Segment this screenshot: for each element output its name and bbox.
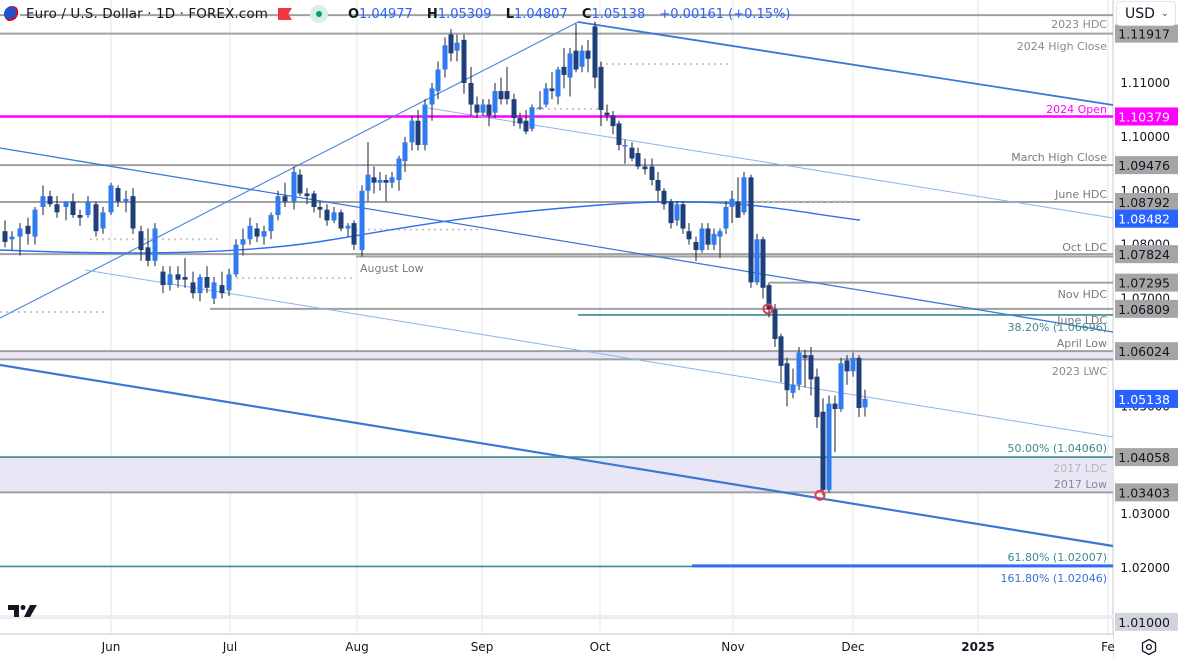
svg-text:Oct: Oct [590, 640, 611, 654]
eu-us-flag-icon [4, 6, 20, 22]
svg-text:1.10000: 1.10000 [1120, 130, 1170, 144]
svg-text:2017 LDC: 2017 LDC [1053, 462, 1107, 475]
candlesticks [2, 21, 868, 496]
svg-text:1.02000: 1.02000 [1120, 561, 1170, 575]
horizontal-levels [0, 14, 1113, 568]
chevron-down-icon: ⌄ [1160, 8, 1169, 19]
svg-text:Dec: Dec [841, 640, 864, 654]
svg-text:1.06809: 1.06809 [1118, 302, 1170, 317]
svg-text:2025: 2025 [961, 640, 994, 654]
svg-text:Jun: Jun [101, 640, 121, 654]
svg-text:1.10379: 1.10379 [1118, 109, 1170, 124]
support-zones [0, 351, 1113, 493]
svg-text:August Low: August Low [360, 262, 424, 275]
svg-text:2024 Open: 2024 Open [1046, 103, 1107, 116]
svg-text:Jul: Jul [222, 640, 237, 654]
svg-text:Nov HDC: Nov HDC [1058, 288, 1108, 301]
currency-select[interactable]: USD ⌄ [1116, 1, 1176, 26]
symbol-legend: Euro / U.S. Dollar · 1D · FOREX.com O1.0… [4, 4, 796, 24]
settings-gear-icon[interactable] [1140, 638, 1158, 656]
low-value: 1.04807 [514, 6, 568, 22]
svg-text:1.07824: 1.07824 [1118, 247, 1170, 262]
svg-text:June LDC: June LDC [1056, 314, 1107, 327]
svg-text:61.80% (1.02007): 61.80% (1.02007) [1007, 551, 1107, 564]
svg-text:1.04058: 1.04058 [1118, 450, 1170, 465]
svg-text:1.08482: 1.08482 [1118, 212, 1170, 227]
svg-text:2023 LWC: 2023 LWC [1052, 365, 1107, 378]
red-flag-icon[interactable] [277, 8, 292, 20]
price-axis[interactable]: 1.110001.100001.090001.080001.070001.060… [1114, 0, 1178, 658]
svg-text:1.03403: 1.03403 [1118, 485, 1170, 500]
svg-text:1.03000: 1.03000 [1120, 507, 1170, 521]
svg-text:38.20% (1.06696): 38.20% (1.06696) [1007, 321, 1107, 334]
svg-text:50.00% (1.04060): 50.00% (1.04060) [1007, 442, 1107, 455]
level-text-labels: 2023 HDC 2024 High Close 2024 Open March Hi… [360, 18, 1107, 585]
svg-text:1.11917: 1.11917 [1118, 27, 1170, 42]
svg-text:Fe: Fe [1101, 640, 1115, 654]
svg-text:2024 High Close: 2024 High Close [1017, 40, 1107, 53]
svg-text:161.80% (1.02046): 161.80% (1.02046) [1000, 572, 1107, 585]
high-value: 1.05309 [437, 6, 492, 22]
symbol-title[interactable]: Euro / U.S. Dollar · 1D · FOREX.com [26, 6, 268, 22]
svg-text:1.08792: 1.08792 [1118, 195, 1170, 210]
change-value: +0.00161 (+0.15%) [659, 6, 791, 22]
svg-text:April Low: April Low [1057, 337, 1107, 350]
ohlc-values: O1.04977 H1.05309 L1.04807 C1.05138 +0.0… [347, 6, 791, 22]
time-axis[interactable]: Jun Jul Aug Sep Oct Nov Dec 2025 Fe [0, 635, 1115, 659]
svg-text:2023 HDC: 2023 HDC [1051, 18, 1107, 31]
tradingview-logo-icon[interactable] [8, 602, 40, 620]
svg-text:1.01000: 1.01000 [1118, 615, 1170, 630]
svg-text:1.11000: 1.11000 [1120, 76, 1170, 90]
svg-text:June HDC: June HDC [1054, 188, 1107, 201]
close-value: 1.05138 [591, 6, 646, 22]
svg-text:Aug: Aug [345, 640, 368, 654]
svg-text:March High Close: March High Close [1011, 151, 1107, 164]
svg-text:1.05138: 1.05138 [1118, 392, 1170, 407]
svg-text:1.09476: 1.09476 [1118, 158, 1170, 173]
open-value: 1.04977 [359, 6, 413, 22]
currency-label: USD [1125, 5, 1155, 22]
pivot-markers [762, 303, 826, 501]
svg-text:Nov: Nov [721, 640, 744, 654]
svg-text:1.07295: 1.07295 [1118, 276, 1170, 291]
svg-text:1.06024: 1.06024 [1118, 344, 1170, 359]
market-open-dot-icon [309, 5, 328, 23]
svg-text:Sep: Sep [471, 640, 494, 654]
svg-text:2017 Low: 2017 Low [1054, 478, 1107, 491]
svg-text:Oct LDC: Oct LDC [1062, 241, 1107, 254]
